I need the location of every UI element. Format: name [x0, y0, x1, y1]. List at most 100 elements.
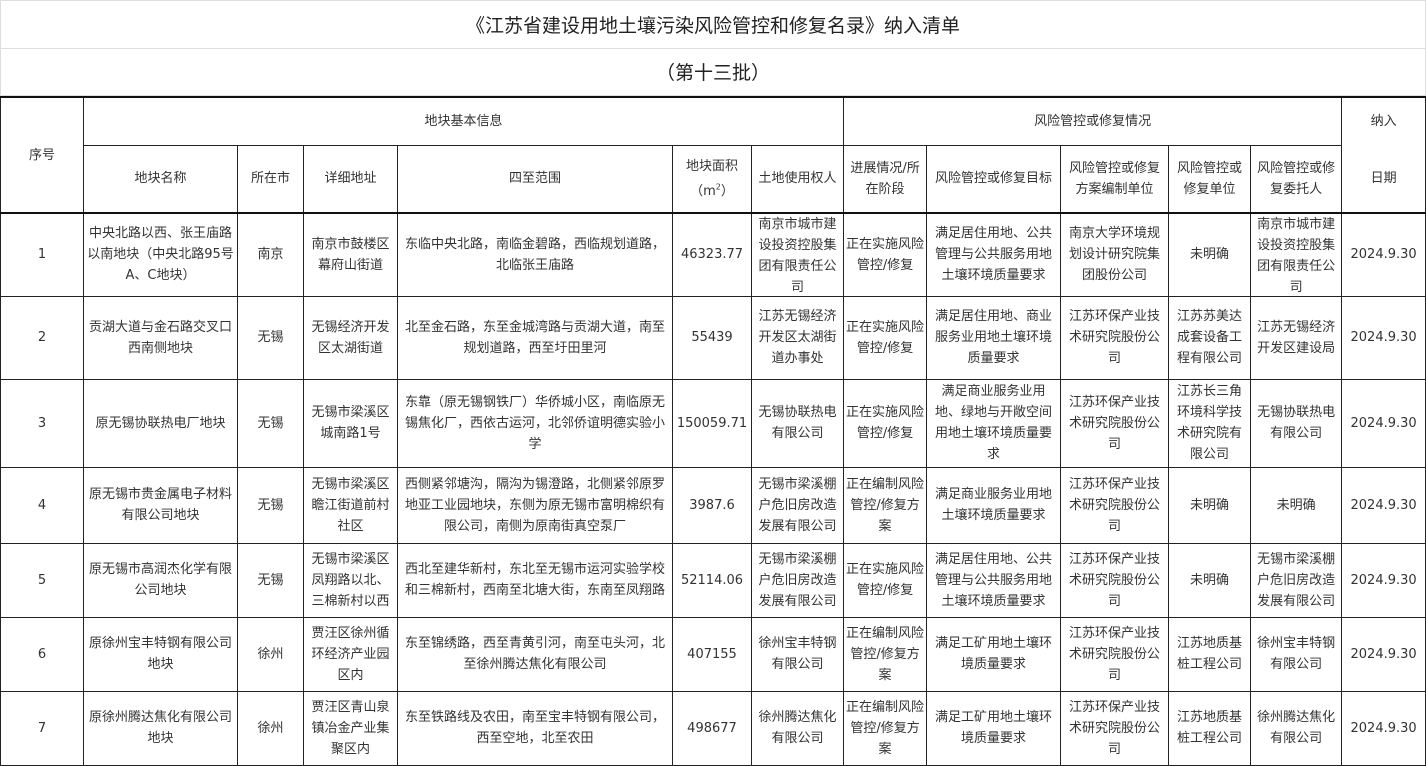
cell-land-user: 无锡市梁溪棚户危旧房改造发展有限公司: [750, 542, 845, 618]
cell-plot-name: 原无锡市贵金属电子材料有限公司地块: [83, 466, 238, 544]
cell-text: 无锡: [257, 330, 284, 345]
cell-goal: 满足工矿用地土壤环境质量要求: [926, 690, 1062, 766]
cell-text: 原无锡市贵金属电子材料有限公司地块: [88, 487, 232, 523]
cell-text: 中央北路以西、张王庙路以南地块（中央北路95号A、C地块）: [87, 226, 234, 284]
cell-text: 3: [37, 415, 47, 431]
cell-goal: 满足居住用地、公共管理与公共服务用地土壤环境质量要求: [926, 542, 1062, 618]
cell-address: 贾汪区青山泉镇冶金产业集聚区内: [303, 690, 398, 766]
cell-text: 4: [37, 497, 47, 513]
cell-progress: 正在编制风险管控/修复方案: [843, 466, 928, 544]
cell-plan-unit: 江苏环保产业技术研究院股份公司: [1060, 542, 1170, 618]
cell-text: 江苏地质基桩工程公司: [1177, 636, 1243, 672]
cell-seq: 1: [0, 212, 84, 297]
cell-progress: 正在实施风险管控/修复: [843, 212, 928, 297]
cell-plan-unit: 江苏环保产业技术研究院股份公司: [1060, 690, 1170, 766]
cell-text: 未明确: [1190, 497, 1230, 513]
cell-area: 150059.71: [672, 378, 752, 468]
header-client: 风险管控或修复委托人: [1250, 144, 1343, 214]
cell-progress: 正在实施风险管控/修复: [843, 295, 928, 380]
cell-text: 无锡协联热电有限公司: [758, 405, 837, 441]
cell-text: 江苏长三角环境科学技术研究院有限公司: [1177, 384, 1243, 462]
cell-goal: 满足居住用地、商业服务业用地土壤环境质量要求: [926, 295, 1062, 380]
cell-remediation-unit: 未明确: [1168, 542, 1252, 618]
cell-text: 正在实施风险管控/修复: [846, 405, 925, 441]
document-title: 《江苏省建设用地土壤污染风险管控和修复名录》纳入清单: [0, 0, 1426, 49]
cell-land-user: 无锡协联热电有限公司: [750, 378, 845, 468]
cell-text: 无锡市梁溪区凤翔路以北、三棉新村以西: [311, 551, 390, 609]
table-row: 4 原无锡市贵金属电子材料有限公司地块 无锡 无锡市梁溪区瞻江街道前村社区 西侧紧邻塘沟…: [0, 466, 1426, 544]
cell-address: 贾汪区徐州循环经济产业园区内: [303, 616, 398, 692]
cell-goal: 满足商业服务业用地土壤环境质量要求: [926, 466, 1062, 544]
cell-text: 贡湖大道与金石路交叉口西南侧地块: [88, 319, 232, 356]
cell-text: 江苏环保产业技术研究院股份公司: [1069, 309, 1161, 366]
cell-text: 2024.9.30: [1350, 572, 1417, 588]
cell-text: 2024.9.30: [1350, 497, 1417, 513]
cell-progress: 正在编制风险管控/修复方案: [843, 616, 928, 692]
cell-goal: 满足商业服务业用地、绿地与开敞空间用地土壤环境质量要求: [926, 378, 1062, 468]
cell-plot-name: 原徐州腾达焦化有限公司地块: [83, 690, 238, 766]
cell-text: 东至锦绣路，西至青黄引河，南至屯头河，北至徐州腾达焦化有限公司: [404, 636, 665, 672]
header-city: 所在市: [237, 144, 304, 214]
cell-text: 52114.06: [680, 572, 744, 588]
cell-text: 7: [37, 720, 47, 736]
cell-text: 未明确: [1190, 572, 1230, 588]
cell-text: 贾汪区青山泉镇冶金产业集聚区内: [311, 699, 390, 757]
cell-text: 满足居住用地、公共管理与公共服务用地土壤环境质量要求: [935, 226, 1053, 284]
table-row: 3 原无锡协联热电厂地块 无锡 无锡市梁溪区城南路1号 东靠（原无锡钢铁厂）华侨城小区，…: [0, 378, 1426, 468]
inclusion-list-table: 序号 地块基本信息 风险管控或修复情况 纳入 地块名称 所在市 详细地址 四至范…: [0, 96, 1426, 766]
cell-text: 55439: [691, 330, 733, 345]
cell-text: 徐州宝丰特钢有限公司: [758, 636, 837, 672]
cell-text: 南京市城市建设投资控股集团有限责任公司: [1257, 217, 1336, 296]
cell-plan-unit: 江苏环保产业技术研究院股份公司: [1060, 378, 1170, 468]
cell-remediation-unit: 江苏地质基桩工程公司: [1168, 690, 1252, 766]
cell-city: 徐州: [237, 616, 304, 692]
cell-text: 2024.9.30: [1350, 247, 1417, 263]
cell-city: 无锡: [237, 542, 304, 618]
cell-text: 贾汪区徐州循环经济产业园区内: [311, 625, 390, 683]
cell-progress: 正在实施风险管控/修复: [843, 378, 928, 468]
cell-include-date: 2024.9.30: [1341, 378, 1426, 468]
cell-plan-unit: 江苏环保产业技术研究院股份公司: [1060, 295, 1170, 380]
header-group-risk-control: 风险管控或修复情况: [843, 96, 1343, 146]
cell-text: 徐州: [257, 720, 284, 736]
cell-client: 未明确: [1250, 466, 1343, 544]
header-area: 地块面积 （m2）: [672, 144, 752, 214]
cell-text: 1: [37, 247, 47, 263]
cell-remediation-unit: 江苏苏美达成套设备工程有限公司: [1168, 295, 1252, 380]
cell-include-date: 2024.9.30: [1341, 295, 1426, 380]
cell-text: 正在实施风险管控/修复: [846, 236, 925, 273]
cell-text: 正在编制风险管控/修复方案: [846, 625, 925, 683]
cell-text: 南京大学环境规划设计研究院集团股份公司: [1069, 226, 1161, 284]
table-row: 7 原徐州腾达焦化有限公司地块 徐州 贾汪区青山泉镇冶金产业集聚区内 东至铁路线及农田，…: [0, 690, 1426, 766]
cell-text: 徐州宝丰特钢有限公司: [1257, 636, 1336, 672]
cell-boundaries: 西北至建华新村，东北至无锡市运河实验学校和三棉新村，西南至北塘大街，东南至凤翔路: [397, 542, 673, 618]
cell-text: 东靠（原无锡钢铁厂）华侨城小区，南临原无锡焦化厂，西依古运河，北邻侨谊明德实验小…: [404, 394, 665, 452]
cell-remediation-unit: 江苏地质基桩工程公司: [1168, 616, 1252, 692]
cell-plan-unit: 南京大学环境规划设计研究院集团股份公司: [1060, 212, 1170, 297]
cell-seq: 2: [0, 295, 84, 380]
cell-text: 150059.71: [676, 415, 748, 431]
cell-text: 东至铁路线及农田，南至宝丰特钢有限公司，西至空地，北至农田: [404, 710, 665, 746]
cell-text: 3987.6: [689, 497, 735, 513]
cell-seq: 4: [0, 466, 84, 544]
cell-plot-name: 贡湖大道与金石路交叉口西南侧地块: [83, 295, 238, 380]
cell-area: 52114.06: [672, 542, 752, 618]
cell-seq: 7: [0, 690, 84, 766]
header-area-label: 地块面积: [685, 158, 738, 174]
cell-city: 徐州: [237, 690, 304, 766]
cell-text: 徐州腾达焦化有限公司: [758, 710, 837, 746]
cell-city: 无锡: [237, 466, 304, 544]
cell-area: 55439: [672, 295, 752, 380]
cell-boundaries: 东靠（原无锡钢铁厂）华侨城小区，南临原无锡焦化厂，西依古运河，北邻侨谊明德实验小…: [397, 378, 673, 468]
header-boundaries: 四至范围: [397, 144, 673, 214]
cell-text: 西侧紧邻塘沟，隔沟为锡澄路，北侧紧邻原罗地亚工业园地块，东侧为原无锡市富明棉织有…: [404, 476, 665, 534]
cell-include-date: 2024.9.30: [1341, 212, 1426, 297]
cell-boundaries: 东至铁路线及农田，南至宝丰特钢有限公司，西至空地，北至农田: [397, 690, 673, 766]
cell-land-user: 南京市城市建设投资控股集团有限责任公司: [750, 212, 845, 297]
cell-area: 407155: [672, 616, 752, 692]
cell-text: 原无锡市高润杰化学有限公司地块: [88, 562, 232, 598]
cell-text: 徐州腾达焦化有限公司: [1257, 710, 1336, 746]
cell-text: 未明确: [1276, 497, 1316, 513]
header-address: 详细地址: [303, 144, 398, 214]
cell-text: 原无锡协联热电厂地块: [95, 415, 226, 431]
